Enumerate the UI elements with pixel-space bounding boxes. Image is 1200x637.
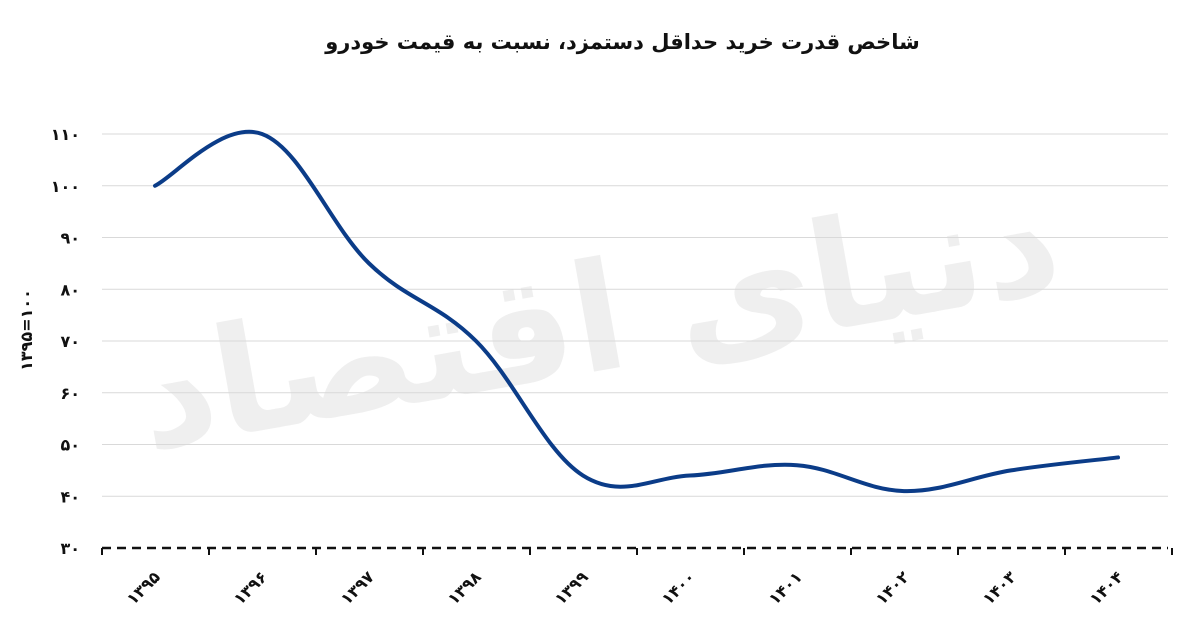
x-tick-label: ۱۳۹۷ xyxy=(337,567,378,608)
y-tick-label: ۱۱۰ xyxy=(51,125,80,144)
y-axis-label: ۱۳۹۵=۱۰۰ xyxy=(17,289,36,371)
series-layer xyxy=(153,129,1120,494)
y-tick-label: ۹۰ xyxy=(60,229,80,248)
x-tick-label: ۱۳۹۶ xyxy=(230,567,271,608)
watermark-logo: دنیای اقتصاد xyxy=(124,153,1073,486)
x-tick-label: ۱۴۰۳ xyxy=(979,567,1020,608)
x-tick-label: ۱۴۰۰ xyxy=(658,567,699,608)
x-tick-label: ۱۳۹۸ xyxy=(444,567,485,608)
gridlines xyxy=(102,133,1168,497)
chart-title: شاخص قدرت خرید حداقل دستمزد، نسبت به قیم… xyxy=(325,30,920,54)
y-tick-label: ۸۰ xyxy=(60,280,80,299)
y-tick-label: ۵۰ xyxy=(60,436,80,455)
x-tick-label: ۱۴۰۱ xyxy=(765,567,806,608)
x-axis: ۱۳۹۵ ۱۳۹۶ ۱۳۹۷ ۱۳۹۸ ۱۳۹۹ ۱۴۰۰ ۱۴۰۱ ۱۴۰۲ ۱۴۰۳ ۱۴۰۴ xyxy=(101,546,1173,608)
y-tick-label: ۱۰۰ xyxy=(51,177,80,196)
y-tick-label: ۴۰ xyxy=(60,487,80,506)
y-tick-label: ۷۰ xyxy=(60,332,80,351)
x-tick-label: ۱۴۰۴ xyxy=(1086,567,1127,608)
y-tick-label: ۳۰ xyxy=(60,539,80,558)
x-tick-label: ۱۴۰۲ xyxy=(872,567,913,608)
series-line xyxy=(153,129,1120,494)
y-tick-label: ۶۰ xyxy=(60,384,80,403)
x-tick-label: ۱۳۹۹ xyxy=(551,567,592,608)
x-tick-label: ۱۳۹۵ xyxy=(123,567,164,608)
y-axis-ticks: ۳۰ ۴۰ ۵۰ ۶۰ ۷۰ ۸۰ ۹۰ ۱۰۰ ۱۱۰ xyxy=(51,125,80,558)
